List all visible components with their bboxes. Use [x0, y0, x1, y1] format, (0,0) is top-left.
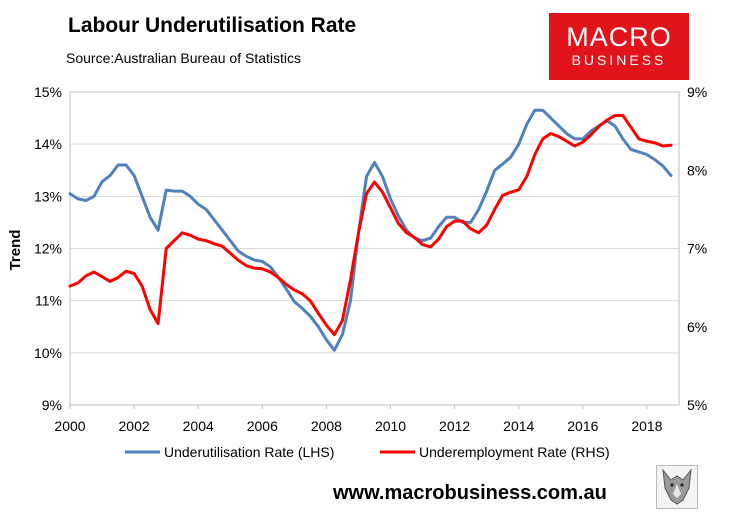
x-tick-label: 2010: [375, 418, 406, 434]
chart-source: Source:Australian Bureau of Statistics: [66, 50, 302, 66]
x-tick-label: 2016: [567, 418, 598, 434]
chart-series: [68, 108, 673, 352]
wolf-icon: [656, 465, 698, 509]
y-axis-label: Trend: [7, 230, 24, 271]
right-tick-label: 9%: [687, 84, 707, 100]
left-tick-label: 14%: [34, 136, 62, 152]
right-tick-label: 8%: [687, 162, 707, 178]
underutilisation-rate-line: [68, 108, 673, 352]
legend-label: Underutilisation Rate (LHS): [164, 444, 334, 460]
left-tick-label: 12%: [34, 241, 62, 257]
underemployment-rate-line: [68, 114, 673, 337]
chart-title: Labour Underutilisation Rate: [68, 14, 357, 37]
x-tick-label: 2004: [183, 418, 214, 434]
left-tick-label: 13%: [34, 188, 62, 204]
x-tick-label: 2018: [631, 418, 662, 434]
left-tick-label: 15%: [34, 84, 62, 100]
left-tick-label: 10%: [34, 345, 62, 361]
x-tick-label: 2000: [54, 418, 85, 434]
logo-line-1: MACRO: [566, 22, 672, 52]
x-tick-label: 2012: [439, 418, 470, 434]
x-tick-label: 2008: [311, 418, 342, 434]
x-axis: 2000 2002 2004 2006 2008 2010 2012 2014 2016 2018: [54, 405, 663, 434]
right-tick-label: 5%: [687, 397, 707, 413]
right-axis: 5% 6% 7% 8% 9%: [687, 84, 707, 413]
chart-legend: Underutilisation Rate (LHS) Underemployme…: [125, 444, 610, 460]
legend-label: Underemployment Rate (RHS): [419, 444, 610, 460]
x-tick-label: 2006: [247, 418, 278, 434]
logo-line-2: BUSINESS: [571, 52, 667, 68]
left-tick-label: 9%: [42, 397, 62, 413]
right-tick-label: 7%: [687, 241, 707, 257]
wolf-icon-graphic: [662, 468, 692, 505]
left-tick-label: 11%: [35, 293, 62, 309]
plot-area: [69, 91, 680, 406]
x-tick-label: 2014: [503, 418, 534, 434]
x-tick-label: 2002: [119, 418, 150, 434]
website-url: www.macrobusiness.com.au: [333, 482, 607, 504]
left-axis: 9% 10% 11% 12% 13% 14% 15%: [34, 84, 62, 413]
right-tick-label: 6%: [687, 319, 707, 335]
macrobusiness-logo: MACRO BUSINESS: [549, 13, 689, 80]
